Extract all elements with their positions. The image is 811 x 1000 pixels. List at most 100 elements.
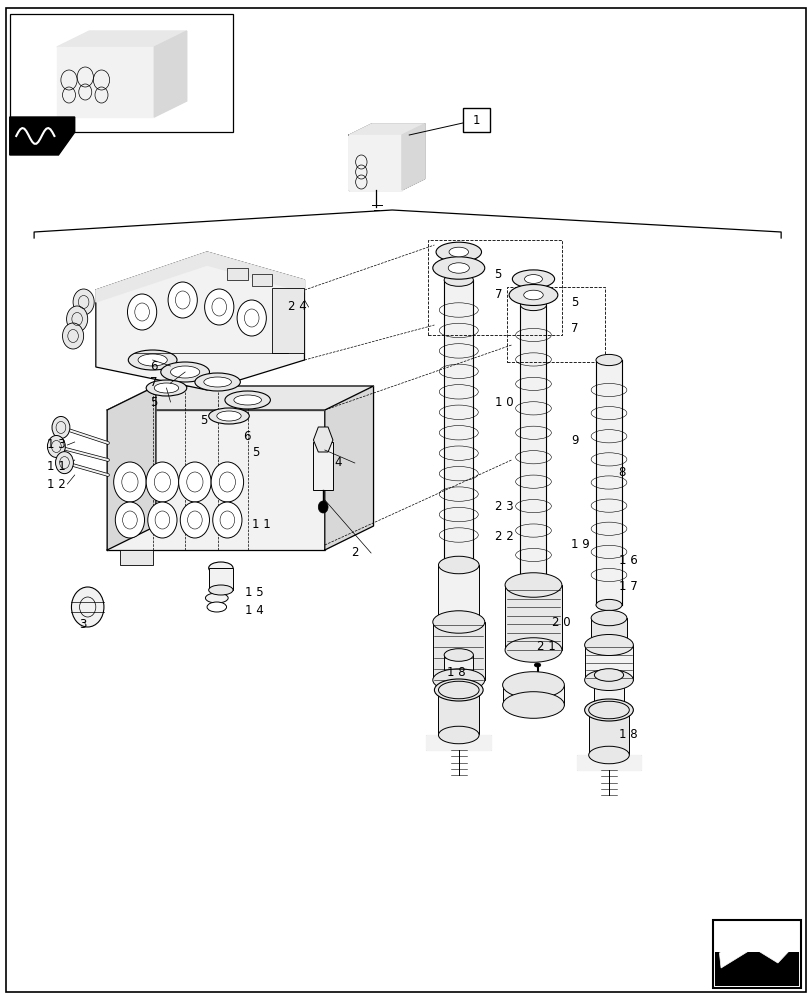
Circle shape xyxy=(212,502,242,538)
Ellipse shape xyxy=(436,242,481,262)
Bar xyxy=(712,920,800,988)
Bar xyxy=(438,565,478,620)
Ellipse shape xyxy=(234,395,261,405)
Bar xyxy=(208,568,233,590)
Text: 1 2: 1 2 xyxy=(47,478,66,490)
Bar xyxy=(432,622,484,680)
Text: 1 6: 1 6 xyxy=(618,554,637,566)
Circle shape xyxy=(115,502,144,538)
Ellipse shape xyxy=(444,649,473,661)
Circle shape xyxy=(180,502,209,538)
Bar xyxy=(251,274,272,286)
Ellipse shape xyxy=(432,669,484,691)
Text: 1 5: 1 5 xyxy=(245,585,264,598)
Text: 1 1: 1 1 xyxy=(47,460,66,473)
Circle shape xyxy=(168,282,197,318)
Ellipse shape xyxy=(588,746,629,764)
Ellipse shape xyxy=(448,247,468,257)
Ellipse shape xyxy=(161,362,209,382)
Polygon shape xyxy=(107,386,373,410)
Bar xyxy=(227,268,247,280)
Bar xyxy=(427,240,561,335)
Polygon shape xyxy=(349,124,424,135)
Ellipse shape xyxy=(520,299,546,311)
Text: 5: 5 xyxy=(200,414,208,426)
Text: 1 9: 1 9 xyxy=(570,538,589,552)
Ellipse shape xyxy=(438,611,478,629)
Polygon shape xyxy=(313,427,333,452)
Ellipse shape xyxy=(595,354,621,366)
Ellipse shape xyxy=(502,672,564,698)
Ellipse shape xyxy=(438,556,478,574)
Ellipse shape xyxy=(594,669,623,681)
Bar xyxy=(10,14,233,132)
Circle shape xyxy=(62,323,84,349)
Text: 3: 3 xyxy=(79,617,87,631)
Ellipse shape xyxy=(208,585,233,595)
Circle shape xyxy=(55,452,73,474)
Text: 2 4: 2 4 xyxy=(288,300,307,314)
Circle shape xyxy=(318,501,328,513)
Polygon shape xyxy=(576,755,641,770)
Bar xyxy=(313,442,333,490)
Ellipse shape xyxy=(146,380,187,396)
Ellipse shape xyxy=(444,274,473,286)
Ellipse shape xyxy=(434,679,483,701)
Text: 8: 8 xyxy=(618,466,625,480)
Polygon shape xyxy=(57,31,187,47)
Ellipse shape xyxy=(444,684,473,696)
Ellipse shape xyxy=(438,726,478,744)
Circle shape xyxy=(71,587,104,627)
Text: 4: 4 xyxy=(334,456,341,470)
Ellipse shape xyxy=(588,701,629,719)
Ellipse shape xyxy=(195,373,240,391)
Polygon shape xyxy=(96,252,304,390)
Text: 9: 9 xyxy=(570,434,577,446)
Text: 1: 1 xyxy=(472,113,480,126)
Text: 2 1: 2 1 xyxy=(536,640,555,652)
Polygon shape xyxy=(349,135,401,190)
Bar xyxy=(444,655,473,690)
Text: 1 7: 1 7 xyxy=(618,580,637,593)
Ellipse shape xyxy=(520,579,546,591)
Ellipse shape xyxy=(584,635,633,656)
Ellipse shape xyxy=(502,692,564,718)
Ellipse shape xyxy=(595,599,621,611)
Circle shape xyxy=(127,294,157,330)
Text: 1 4: 1 4 xyxy=(245,603,264,616)
Polygon shape xyxy=(324,386,373,550)
Ellipse shape xyxy=(590,635,626,651)
Polygon shape xyxy=(57,47,154,117)
Ellipse shape xyxy=(594,704,623,716)
Text: 2: 2 xyxy=(350,546,358,560)
Ellipse shape xyxy=(205,593,228,603)
Bar xyxy=(502,685,564,705)
Polygon shape xyxy=(96,252,304,302)
Ellipse shape xyxy=(154,383,178,393)
Bar xyxy=(590,618,626,643)
Text: 5: 5 xyxy=(494,267,501,280)
Ellipse shape xyxy=(504,573,561,597)
Ellipse shape xyxy=(508,284,557,306)
Text: 1 1: 1 1 xyxy=(251,518,270,532)
Ellipse shape xyxy=(208,408,249,424)
Text: 1 3: 1 3 xyxy=(47,438,66,452)
Circle shape xyxy=(148,502,177,538)
Text: 6: 6 xyxy=(243,430,251,444)
Text: 7: 7 xyxy=(570,322,577,334)
Bar xyxy=(507,287,604,362)
Text: 2 0: 2 0 xyxy=(551,615,570,629)
Polygon shape xyxy=(154,31,187,117)
Polygon shape xyxy=(107,386,156,550)
Ellipse shape xyxy=(444,559,473,571)
Ellipse shape xyxy=(438,681,478,699)
Ellipse shape xyxy=(523,290,543,300)
Polygon shape xyxy=(10,117,75,155)
Bar xyxy=(594,675,623,710)
Text: 5: 5 xyxy=(251,446,259,460)
Text: 1 0: 1 0 xyxy=(494,395,513,408)
Bar xyxy=(438,690,478,735)
Ellipse shape xyxy=(534,663,540,667)
Circle shape xyxy=(204,289,234,325)
Circle shape xyxy=(67,306,88,332)
